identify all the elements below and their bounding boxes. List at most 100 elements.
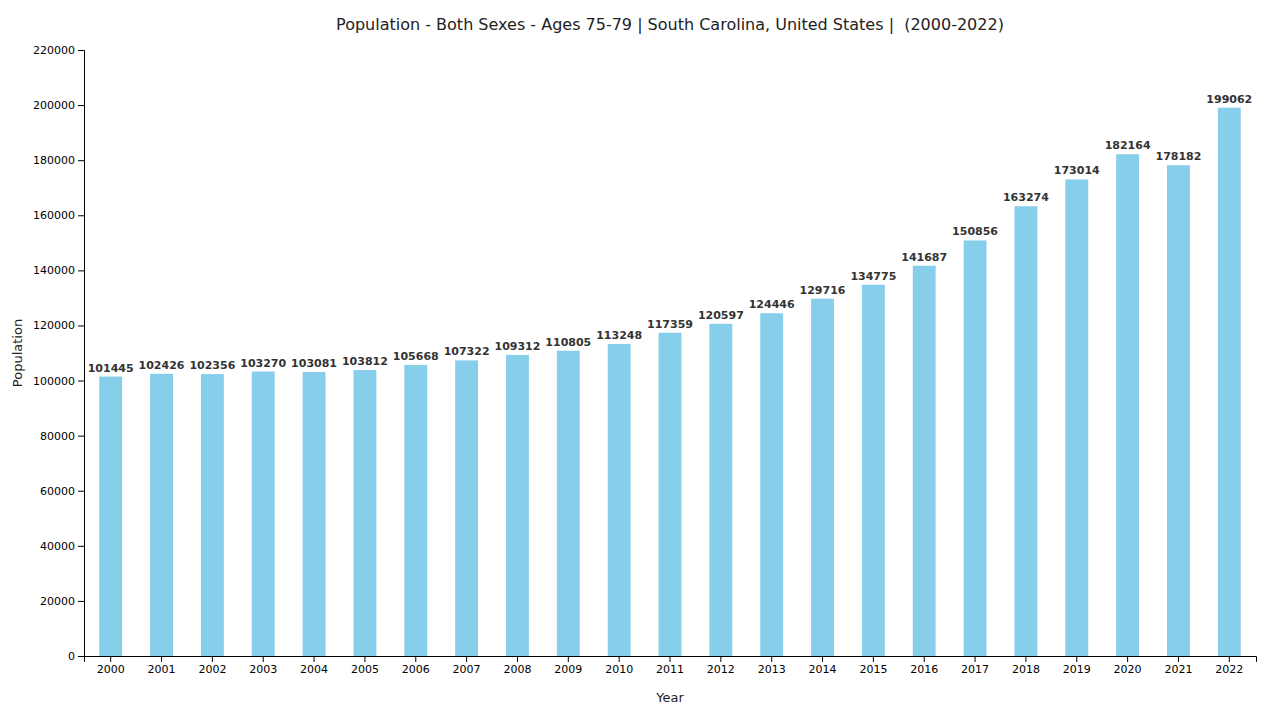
- y-tick: 160000: [33, 209, 84, 222]
- y-tick-mark: [78, 270, 84, 271]
- x-tick: 2000: [97, 656, 125, 676]
- data-label: 103081: [291, 357, 337, 370]
- bar: [1116, 154, 1139, 656]
- data-label: 129716: [800, 284, 846, 297]
- bar: [201, 374, 224, 656]
- x-tick-label: 2006: [402, 663, 430, 676]
- chart-svg: 1014451024261023561032701030811038121056…: [0, 0, 1280, 720]
- x-axis-line: [85, 657, 1257, 663]
- x-tick-mark: [670, 656, 671, 662]
- data-label: 173014: [1054, 164, 1100, 177]
- x-tick-label: 2009: [554, 663, 582, 676]
- x-tick-label: 2019: [1063, 663, 1091, 676]
- x-tick: 2016: [910, 656, 938, 676]
- bar: [353, 370, 376, 656]
- chart-title: Population - Both Sexes - Ages 75-79 | S…: [336, 15, 1004, 34]
- bars: [99, 108, 1240, 656]
- x-tick: 2018: [1012, 656, 1040, 676]
- x-tick: 2019: [1063, 656, 1091, 676]
- bar: [1065, 179, 1088, 656]
- x-tick: 2017: [961, 656, 989, 676]
- y-tick-mark: [78, 546, 84, 547]
- x-tick-mark: [466, 656, 467, 662]
- y-tick-mark: [78, 656, 84, 657]
- y-tick-label: 100000: [33, 375, 75, 388]
- x-tick-label: 2016: [910, 663, 938, 676]
- x-tick-mark: [212, 656, 213, 662]
- x-tick-label: 2000: [97, 663, 125, 676]
- data-label: 134775: [850, 270, 896, 283]
- x-tick-label: 2018: [1012, 663, 1040, 676]
- y-tick-label: 220000: [33, 44, 75, 57]
- y-tick-mark: [78, 50, 84, 51]
- x-tick-mark: [1229, 656, 1230, 662]
- x-tick-mark: [822, 656, 823, 662]
- y-tick-label: 180000: [33, 154, 75, 167]
- x-tick-mark: [161, 656, 162, 662]
- bar: [862, 285, 885, 656]
- y-tick-label: 20000: [40, 595, 75, 608]
- x-tick-label: 2021: [1164, 663, 1192, 676]
- y-axis-line: [78, 51, 85, 657]
- y-tick-label: 140000: [33, 264, 75, 277]
- y-axis: 0200004000060000800001000001200001400001…: [33, 44, 85, 663]
- y-tick-mark: [78, 325, 84, 326]
- y-tick-mark: [78, 215, 84, 216]
- data-label: 105668: [393, 350, 439, 363]
- x-axis-title: Year: [655, 690, 684, 705]
- y-tick-mark: [78, 601, 84, 602]
- data-label: 163274: [1003, 191, 1049, 204]
- x-tick-mark: [263, 656, 264, 662]
- x-tick: 2014: [809, 656, 837, 676]
- data-label: 102356: [189, 359, 235, 372]
- x-tick: 2005: [351, 656, 379, 676]
- bar: [1218, 108, 1241, 656]
- bar: [608, 344, 631, 656]
- x-tick-label: 2001: [148, 663, 176, 676]
- x-tick-label: 2017: [961, 663, 989, 676]
- x-tick-label: 2002: [198, 663, 226, 676]
- y-axis-title: Population: [10, 319, 25, 387]
- y-tick-label: 80000: [40, 430, 75, 443]
- x-tick-label: 2008: [503, 663, 531, 676]
- data-label: 117359: [647, 318, 693, 331]
- x-tick-mark: [1076, 656, 1077, 662]
- plot-area: 1014451024261023561032701030811038121056…: [33, 44, 1257, 676]
- x-tick-mark: [975, 656, 976, 662]
- y-tick: 80000: [40, 430, 84, 443]
- y-tick-label: 0: [68, 650, 75, 663]
- y-tick: 20000: [40, 595, 84, 608]
- x-tick: 2020: [1114, 656, 1142, 676]
- bar: [150, 374, 173, 656]
- y-tick-label: 60000: [40, 485, 75, 498]
- y-tick: 180000: [33, 154, 84, 167]
- data-label: 109312: [494, 340, 540, 353]
- x-tick-label: 2011: [656, 663, 684, 676]
- bar: [811, 299, 834, 656]
- x-tick: 2002: [198, 656, 226, 676]
- x-tick-label: 2010: [605, 663, 633, 676]
- data-label: 113248: [596, 329, 642, 342]
- y-tick: 200000: [33, 99, 84, 112]
- x-tick-mark: [415, 656, 416, 662]
- bar: [557, 351, 580, 656]
- x-tick-label: 2004: [300, 663, 328, 676]
- x-tick: 2022: [1215, 656, 1243, 676]
- data-label: 141687: [901, 251, 947, 264]
- x-tick: 2010: [605, 656, 633, 676]
- x-tick-label: 2012: [707, 663, 735, 676]
- x-tick-label: 2022: [1215, 663, 1243, 676]
- bar: [709, 324, 732, 656]
- x-tick-mark: [1178, 656, 1179, 662]
- x-tick: 2007: [453, 656, 481, 676]
- y-tick-mark: [78, 105, 84, 106]
- x-tick-mark: [364, 656, 365, 662]
- x-tick-mark: [720, 656, 721, 662]
- bar: [964, 240, 987, 656]
- bar: [99, 377, 122, 656]
- x-tick: 2009: [554, 656, 582, 676]
- data-label: 110805: [545, 336, 591, 349]
- data-label: 150856: [952, 225, 998, 238]
- x-tick-mark: [517, 656, 518, 662]
- x-tick: 2015: [859, 656, 887, 676]
